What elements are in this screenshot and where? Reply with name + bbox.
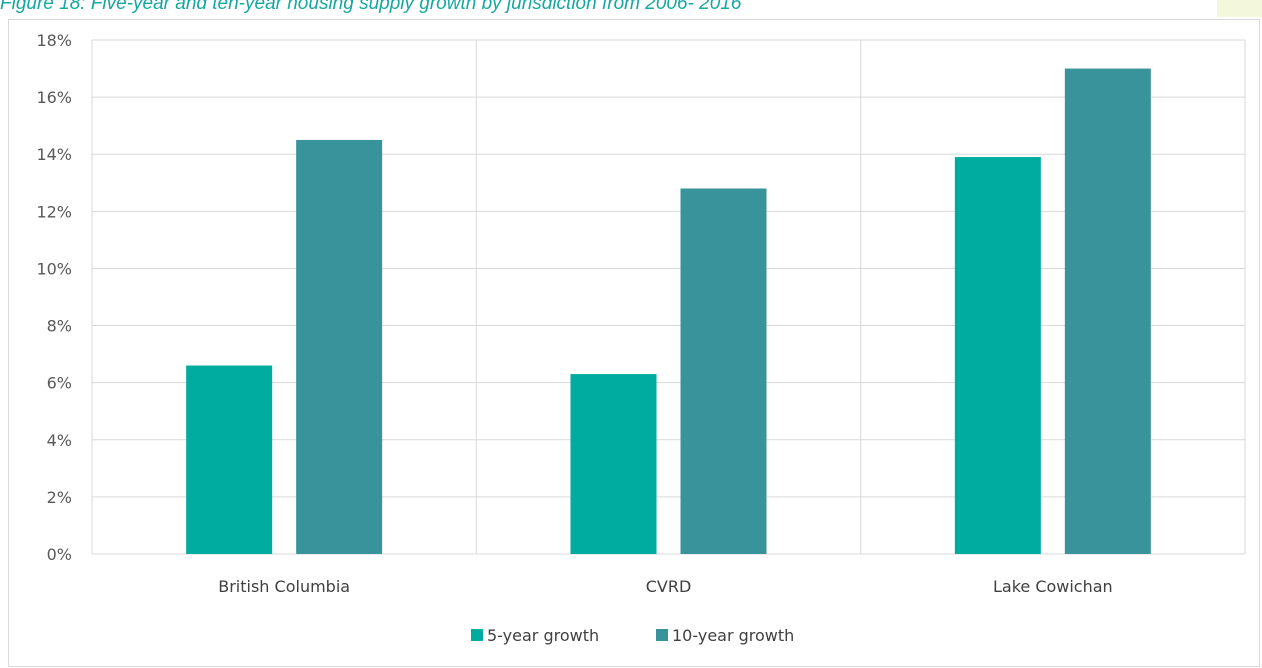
legend-label-0: 5-year growth	[487, 626, 599, 645]
corner-tab	[1217, 0, 1262, 17]
x-category-label: British Columbia	[218, 577, 350, 596]
legend-label-1: 10-year growth	[672, 626, 794, 645]
bar-5yr-1	[570, 374, 657, 554]
legend-swatch-1	[656, 629, 668, 641]
gridlines	[91, 39, 1246, 555]
bar-10yr-2	[1064, 68, 1151, 555]
x-category-label: CVRD	[646, 577, 692, 596]
category-labels: British Columbia CVRD Lake Cowichan	[218, 577, 1112, 596]
x-category-label: Lake Cowichan	[993, 577, 1113, 596]
y-tick-label: 10%	[36, 259, 72, 278]
y-axis-ticks: 0% 2% 4% 6% 8% 10% 12% 14% 16% 18%	[36, 31, 72, 564]
bar-10yr-0	[296, 139, 383, 554]
legend-swatch-0	[471, 629, 483, 641]
y-tick-label: 6%	[47, 374, 72, 393]
y-tick-label: 12%	[36, 202, 72, 221]
figure-caption: Figure 18: Five-year and ten-year housin…	[0, 0, 742, 14]
y-tick-label: 8%	[47, 317, 72, 336]
y-tick-label: 0%	[47, 545, 72, 564]
bar-10yr-1	[680, 188, 767, 554]
legend: 5-year growth 10-year growth	[471, 626, 794, 645]
y-tick-label: 16%	[36, 88, 72, 107]
chart-frame	[8, 19, 1260, 667]
bar-5yr-2	[954, 157, 1041, 555]
y-tick-label: 14%	[36, 145, 72, 164]
bars	[186, 68, 1151, 555]
y-tick-label: 18%	[36, 31, 72, 50]
y-tick-label: 4%	[47, 431, 72, 450]
y-tick-label: 2%	[47, 488, 72, 507]
bar-5yr-0	[186, 365, 273, 554]
